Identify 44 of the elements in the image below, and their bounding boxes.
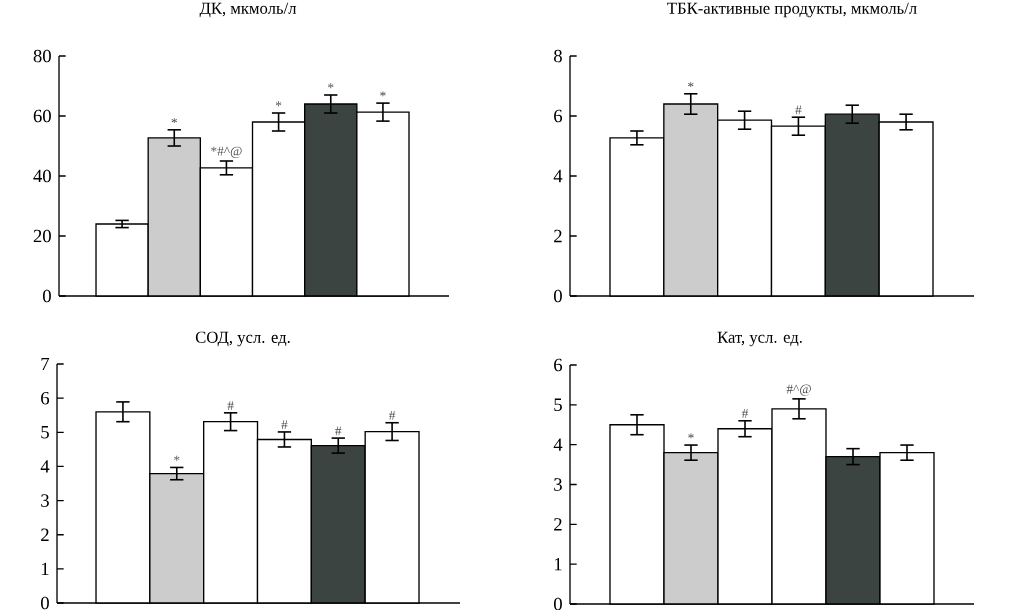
y-tick-label: 0 (43, 289, 51, 303)
chart-title: ТБК-активные продукты, мкмоль/л (667, 2, 917, 18)
y-tick-label: 5 (554, 398, 562, 412)
y-tick-label: 2 (41, 528, 49, 541)
data-label: * (174, 455, 180, 461)
data-label: # (389, 411, 396, 420)
y-tick-label: 4 (553, 169, 563, 183)
y-tick-label: 0 (41, 596, 49, 610)
data-label: #^@ (786, 384, 811, 396)
chart-title: СОД, усл. ед. (195, 331, 290, 347)
y-tick-label: 0 (554, 289, 562, 303)
y-tick-label: 2 (554, 229, 562, 243)
data-label: # (281, 420, 288, 430)
chart-title: Кат, усл. ед. (717, 331, 802, 347)
y-tick-label: 6 (554, 109, 563, 123)
y-tick-label: 1 (41, 562, 49, 576)
data-label: * (688, 82, 694, 88)
data-label: * (328, 83, 334, 89)
data-label: * (171, 118, 177, 124)
data-label: # (227, 401, 234, 410)
y-tick-label: 7 (41, 357, 50, 371)
data-label: * (275, 101, 282, 107)
chart-title: ДК, мкмоль/л (199, 2, 297, 18)
y-tick-label: 5 (41, 426, 49, 439)
y-tick-label: 6 (554, 358, 563, 372)
data-label: # (795, 105, 802, 115)
y-tick-label: 20 (33, 229, 51, 243)
y-tick-label: 4 (40, 460, 50, 473)
y-tick-label: 1 (554, 557, 562, 571)
y-tick-label: 3 (41, 494, 49, 507)
data-label: # (335, 426, 342, 436)
y-tick-label: 6 (41, 391, 50, 405)
y-tick-label: 8 (554, 49, 562, 63)
y-tick-label: 2 (554, 518, 562, 531)
y-tick-label: 0 (554, 597, 562, 610)
data-label: * (688, 433, 694, 439)
data-label: * (380, 91, 386, 97)
y-tick-label: 80 (33, 49, 51, 63)
y-tick-label: 60 (33, 109, 51, 123)
y-tick-label: 40 (33, 169, 51, 183)
data-label: *#^@ (211, 146, 242, 159)
y-tick-label: 3 (554, 478, 562, 491)
y-tick-label: 4 (553, 438, 563, 451)
data-label: # (741, 409, 749, 418)
